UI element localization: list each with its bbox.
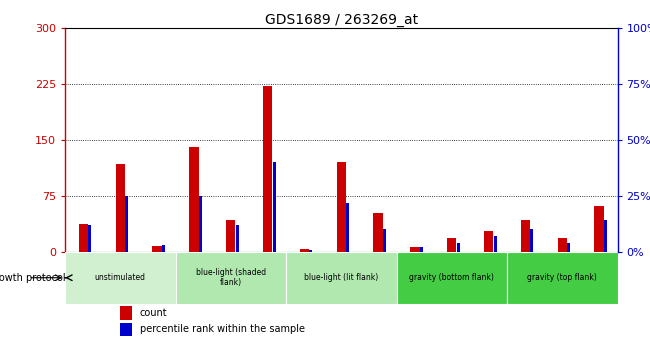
Bar	[226, 220, 235, 252]
Text: blue-light (shaded
flank): blue-light (shaded flank)	[196, 268, 266, 287]
Bar	[337, 162, 346, 252]
Bar	[420, 247, 423, 252]
Title: GDS1689 / 263269_at: GDS1689 / 263269_at	[265, 12, 418, 27]
Text: gravity (top flank): gravity (top flank)	[527, 273, 597, 282]
Text: unstimulated: unstimulated	[95, 273, 146, 282]
Bar	[79, 224, 88, 252]
Bar	[604, 220, 607, 252]
Bar	[309, 249, 313, 252]
Bar	[484, 231, 493, 252]
Text: blue-light (lit flank): blue-light (lit flank)	[304, 273, 378, 282]
Bar	[530, 229, 534, 252]
Bar	[286, 252, 396, 304]
Bar	[493, 236, 497, 252]
Bar	[300, 249, 309, 252]
Bar	[125, 196, 128, 252]
Bar	[116, 164, 125, 252]
Bar	[120, 323, 133, 336]
Bar	[189, 147, 198, 252]
Bar	[374, 213, 383, 252]
Bar	[396, 252, 507, 304]
Bar	[153, 246, 162, 252]
Bar	[199, 196, 202, 252]
Bar	[383, 229, 386, 252]
Bar	[176, 252, 286, 304]
Text: percentile rank within the sample: percentile rank within the sample	[140, 325, 305, 334]
Bar	[162, 245, 165, 252]
Text: count: count	[140, 308, 167, 318]
Bar	[236, 225, 239, 252]
Bar	[457, 243, 460, 252]
Text: gravity (bottom flank): gravity (bottom flank)	[410, 273, 494, 282]
Bar	[410, 247, 419, 252]
Bar	[263, 86, 272, 252]
Bar	[120, 306, 133, 320]
Bar	[558, 238, 567, 252]
Bar	[521, 220, 530, 252]
Bar	[346, 203, 349, 252]
Text: growth protocol: growth protocol	[0, 273, 66, 283]
Bar	[447, 238, 456, 252]
Bar	[272, 162, 276, 252]
Bar	[507, 252, 618, 304]
Bar	[567, 243, 570, 252]
Bar	[65, 252, 176, 304]
Bar	[595, 206, 604, 252]
Bar	[88, 225, 92, 252]
